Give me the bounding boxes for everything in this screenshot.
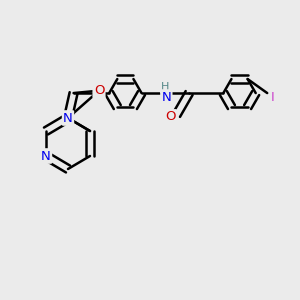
- Text: H: H: [161, 82, 170, 92]
- Text: O: O: [94, 84, 104, 97]
- Text: N: N: [63, 112, 73, 124]
- Text: I: I: [270, 91, 274, 103]
- Text: O: O: [165, 110, 176, 123]
- Text: N: N: [161, 91, 171, 103]
- Text: N: N: [41, 149, 51, 163]
